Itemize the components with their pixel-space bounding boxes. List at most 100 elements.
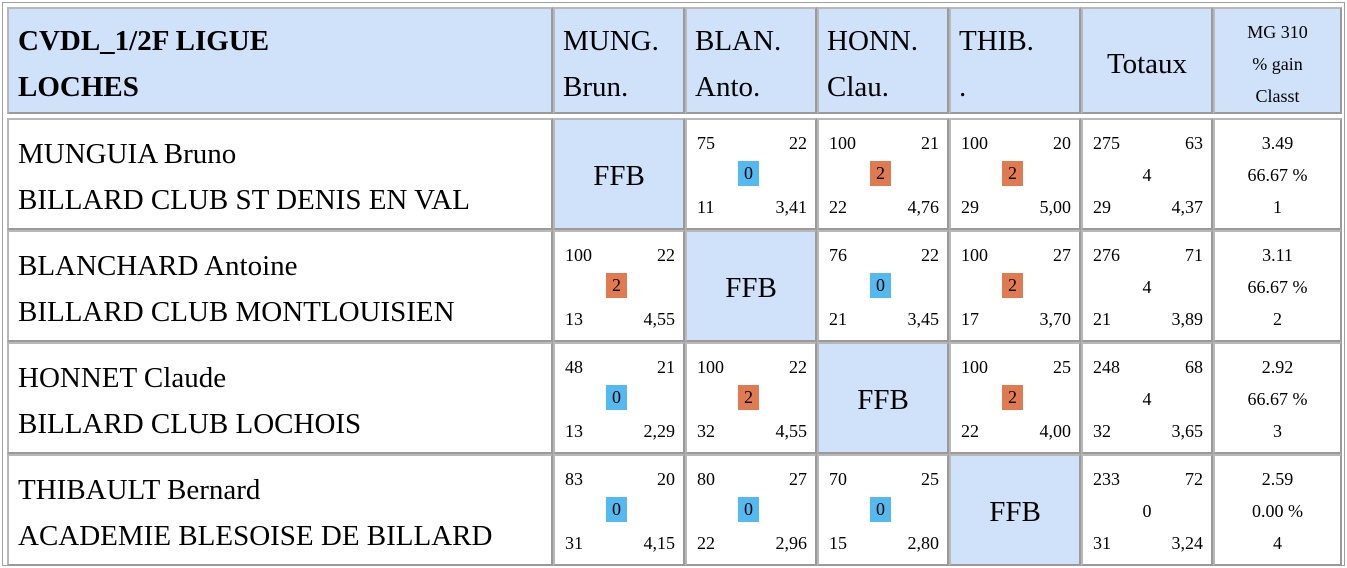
match-points-badge: 0 — [606, 385, 627, 410]
match-cell: 100 22 2 13 4,55 — [553, 230, 685, 342]
match-cell: 100 25 2 22 4,00 — [949, 342, 1081, 454]
match-points-scored: 48 — [565, 357, 583, 377]
match-points-scored: 100 — [565, 245, 592, 265]
total-innings: 71 — [1185, 245, 1203, 265]
match-points-badge: 2 — [870, 161, 891, 186]
total-match-points: 4 — [1142, 277, 1152, 297]
total-points: 233 — [1093, 469, 1120, 489]
match-cell: 76 22 0 21 3,45 — [817, 230, 949, 342]
match-points-scored: 75 — [697, 133, 715, 153]
column-header-thib: THIB. . — [949, 7, 1081, 114]
match-points-badge: 2 — [1002, 161, 1023, 186]
total-match-points: 4 — [1142, 165, 1152, 185]
match-best-series: 11 — [697, 197, 715, 217]
general-average: 3.11 — [1262, 245, 1293, 265]
match-points-badge: 0 — [870, 497, 891, 522]
match-innings: 27 — [1053, 245, 1071, 265]
match-points-scored: 100 — [961, 245, 988, 265]
match-cell: 100 21 2 22 4,76 — [817, 118, 949, 230]
match-points-scored: 80 — [697, 469, 715, 489]
stats-cell: 3.49 66.67 % 1 — [1213, 118, 1342, 230]
total-innings: 68 — [1185, 357, 1203, 377]
match-innings: 22 — [789, 357, 807, 377]
match-points-badge: 2 — [606, 273, 627, 298]
ranking: 4 — [1273, 533, 1282, 553]
match-points-scored: 100 — [829, 133, 856, 153]
match-average: 2,96 — [775, 533, 808, 553]
ffb-label: FFB — [593, 160, 645, 192]
column-header-line1: HONN. — [827, 25, 919, 57]
match-points-badge: 0 — [738, 161, 759, 186]
match-average: 3,70 — [1039, 309, 1072, 329]
total-best-series: 21 — [1093, 309, 1111, 329]
total-best-series: 32 — [1093, 421, 1111, 441]
ffb-cell: FFB — [685, 230, 817, 342]
gain-percent: 66.67 % — [1247, 389, 1308, 409]
match-average: 4,15 — [643, 533, 676, 553]
ffb-label: FFB — [857, 384, 909, 416]
ffb-label: FFB — [989, 496, 1041, 528]
general-average: 3.49 — [1261, 133, 1294, 153]
total-innings: 72 — [1185, 469, 1203, 489]
match-best-series: 21 — [829, 309, 847, 329]
match-innings: 20 — [657, 469, 675, 489]
match-cell: 100 22 2 32 4,55 — [685, 342, 817, 454]
total-match-points: 4 — [1142, 389, 1152, 409]
match-average: 4,55 — [643, 309, 676, 329]
total-points: 248 — [1093, 357, 1120, 377]
total-match-points: 0 — [1142, 501, 1152, 521]
match-points-scored: 83 — [565, 469, 583, 489]
match-points-scored: 100 — [697, 357, 724, 377]
player-cell: HONNET Claude BILLARD CLUB LOCHOIS — [7, 342, 553, 454]
column-header-line1: THIB. — [959, 25, 1034, 57]
match-points-scored: 100 — [961, 357, 988, 377]
match-best-series: 15 — [829, 533, 847, 553]
match-points-badge: 0 — [870, 273, 891, 298]
table-title-line1: CVDL_1/2F LIGUE — [18, 25, 270, 57]
column-header-mg: MG 310 % gain Classt — [1213, 7, 1342, 114]
player-name: MUNGUIA Bruno — [18, 138, 237, 170]
match-average: 4,55 — [775, 421, 808, 441]
match-innings: 25 — [921, 469, 939, 489]
totals-cell: 275 63 4 29 4,37 — [1081, 118, 1213, 230]
ffb-cell: FFB — [553, 118, 685, 230]
match-best-series: 29 — [961, 197, 979, 217]
match-points-badge: 2 — [1002, 385, 1023, 410]
totals-cell: 233 72 0 31 3,24 — [1081, 454, 1213, 566]
match-points-badge: 2 — [1002, 273, 1023, 298]
player-club: BILLARD CLUB MONTLOUISIEN — [18, 296, 455, 328]
column-header-mung: MUNG. Brun. — [553, 7, 685, 114]
gain-percent: 66.67 % — [1247, 277, 1308, 297]
match-innings: 22 — [789, 133, 807, 153]
ffb-label: FFB — [725, 272, 777, 304]
match-average: 2,29 — [643, 421, 676, 441]
total-points: 276 — [1093, 245, 1120, 265]
column-header-blan: BLAN. Anto. — [685, 7, 817, 114]
gain-label: % gain — [1252, 54, 1303, 74]
total-average: 3,89 — [1171, 309, 1204, 329]
ffb-cell: FFB — [949, 454, 1081, 566]
stats-cell: 2.59 0.00 % 4 — [1213, 454, 1342, 566]
match-cell: 80 27 0 22 2,96 — [685, 454, 817, 566]
player-club: BILLARD CLUB LOCHOIS — [18, 408, 362, 440]
match-cell: 70 25 0 15 2,80 — [817, 454, 949, 566]
total-best-series: 29 — [1093, 197, 1111, 217]
match-average: 5,00 — [1039, 197, 1072, 217]
player-name: BLANCHARD Antoine — [18, 250, 298, 282]
column-header-line2: Clau. — [827, 71, 890, 103]
column-header-line1: MUNG. — [563, 25, 659, 57]
ranking: 1 — [1273, 197, 1282, 217]
totaux-label: Totaux — [1106, 48, 1188, 80]
match-cell: 75 22 0 11 3,41 — [685, 118, 817, 230]
total-innings: 63 — [1185, 133, 1203, 153]
gain-percent: 0.00 % — [1252, 501, 1303, 521]
column-header-line2: Brun. — [563, 71, 629, 103]
match-points-scored: 76 — [829, 245, 847, 265]
player-cell: BLANCHARD Antoine BILLARD CLUB MONTLOUISI… — [7, 230, 553, 342]
match-points-scored: 100 — [961, 133, 988, 153]
match-average: 2,80 — [907, 533, 940, 553]
match-cell: 100 27 2 17 3,70 — [949, 230, 1081, 342]
match-innings: 25 — [1053, 357, 1071, 377]
player-cell: MUNGUIA Bruno BILLARD CLUB ST DENIS EN VA… — [7, 118, 553, 230]
match-points-badge: 0 — [738, 497, 759, 522]
